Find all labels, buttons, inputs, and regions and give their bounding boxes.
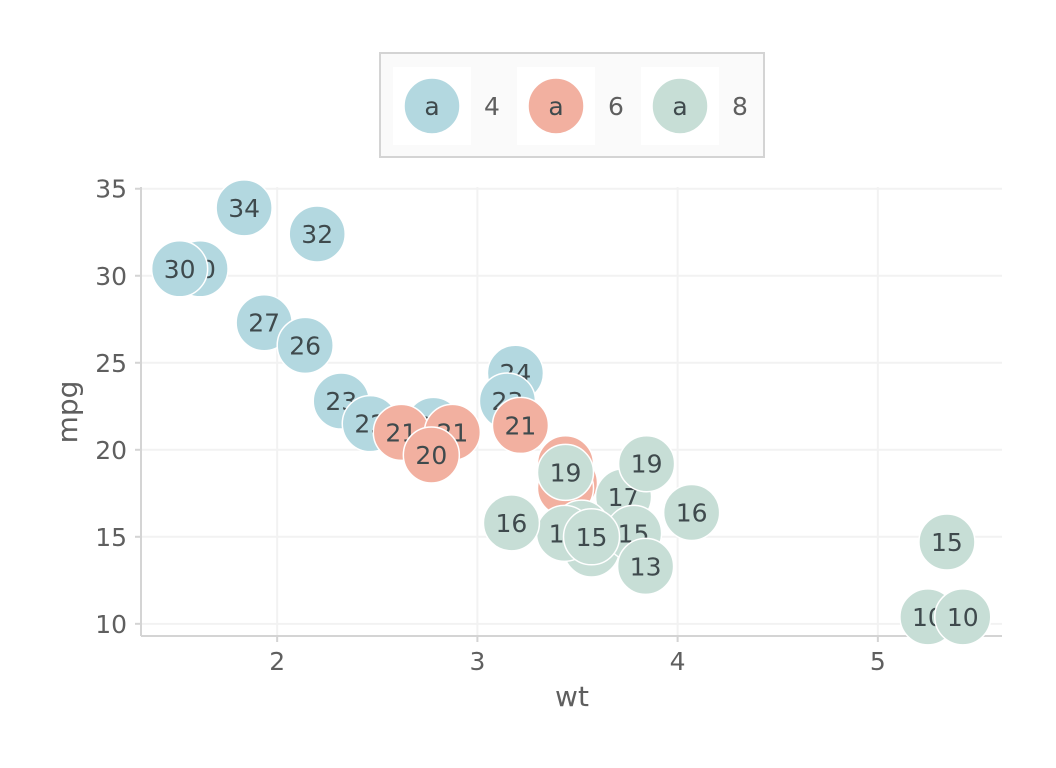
data-label: 15 [931,528,963,557]
legend-key-marker [403,77,461,135]
legend-key-glyph: a [672,92,687,121]
data-label: 15 [576,523,608,552]
data-point: 34 [215,179,273,237]
data-label: 10 [947,603,979,632]
data-point-marker [617,434,676,493]
y-tick-label: 25 [95,349,127,378]
data-point: 26 [276,316,334,375]
data-point: 15 [918,513,976,571]
data-label: 13 [630,552,662,581]
y-tick-label: 15 [95,523,127,552]
legend-label: 6 [608,92,624,121]
y-ticks: 10 15 20 25 30 35 [95,175,141,639]
data-label: 30 [164,255,196,284]
y-tick-label: 10 [95,610,127,639]
legend-label: 4 [484,92,500,121]
data-point: 19 [617,434,676,493]
data-point-marker [276,316,334,375]
data-point: 30 [150,240,209,298]
data-label: 34 [228,194,260,223]
data-point-marker [215,179,273,237]
data-label: 16 [676,498,708,527]
data-point: 19 [536,443,595,502]
data-point: 15 [562,508,621,566]
data-label: 19 [550,458,582,487]
y-tick-label: 35 [95,175,127,204]
data-label: 26 [289,331,321,360]
y-tick-label: 30 [95,262,127,291]
data-point-marker [562,508,621,566]
x-tick-label: 3 [469,647,485,676]
data-point-marker [662,483,721,542]
y-axis-title: mpg [51,381,84,444]
x-ticks: 2 3 4 5 [269,636,886,676]
x-tick-label: 2 [269,647,285,676]
legend-key-glyph: a [424,92,439,121]
legend-key-marker [651,77,709,135]
data-label: 32 [301,220,333,249]
x-tick-label: 4 [670,647,686,676]
data-point: 32 [288,205,346,263]
data-point: 16 [662,483,721,542]
data-label: 27 [248,309,280,338]
axes [140,187,1002,637]
data-label: 19 [631,450,663,479]
data-point-marker [934,588,992,646]
data-point-marker [150,240,209,298]
data-point-marker [536,443,595,502]
legend-key-marker [527,77,585,135]
legend-label: 8 [732,92,748,121]
data-label: 20 [415,441,447,470]
legend-key-glyph: a [548,92,563,121]
data-points: 2324233230342227263021212121181918201914… [150,179,992,646]
data-point-marker [918,513,976,571]
data-point-marker [491,396,550,455]
data-point-marker [482,494,541,552]
data-point-marker [402,426,461,484]
data-point-marker [288,205,346,263]
data-point: 10 [934,588,992,646]
data-point: 16 [482,494,541,552]
data-point: 21 [491,396,550,455]
data-label: 21 [505,411,537,440]
data-point: 13 [616,537,675,596]
data-point-marker [616,537,675,596]
data-point: 20 [402,426,461,484]
data-label: 16 [496,509,528,538]
y-tick-label: 20 [95,436,127,465]
x-axis-title: wt [555,680,589,713]
x-tick-label: 5 [870,647,886,676]
